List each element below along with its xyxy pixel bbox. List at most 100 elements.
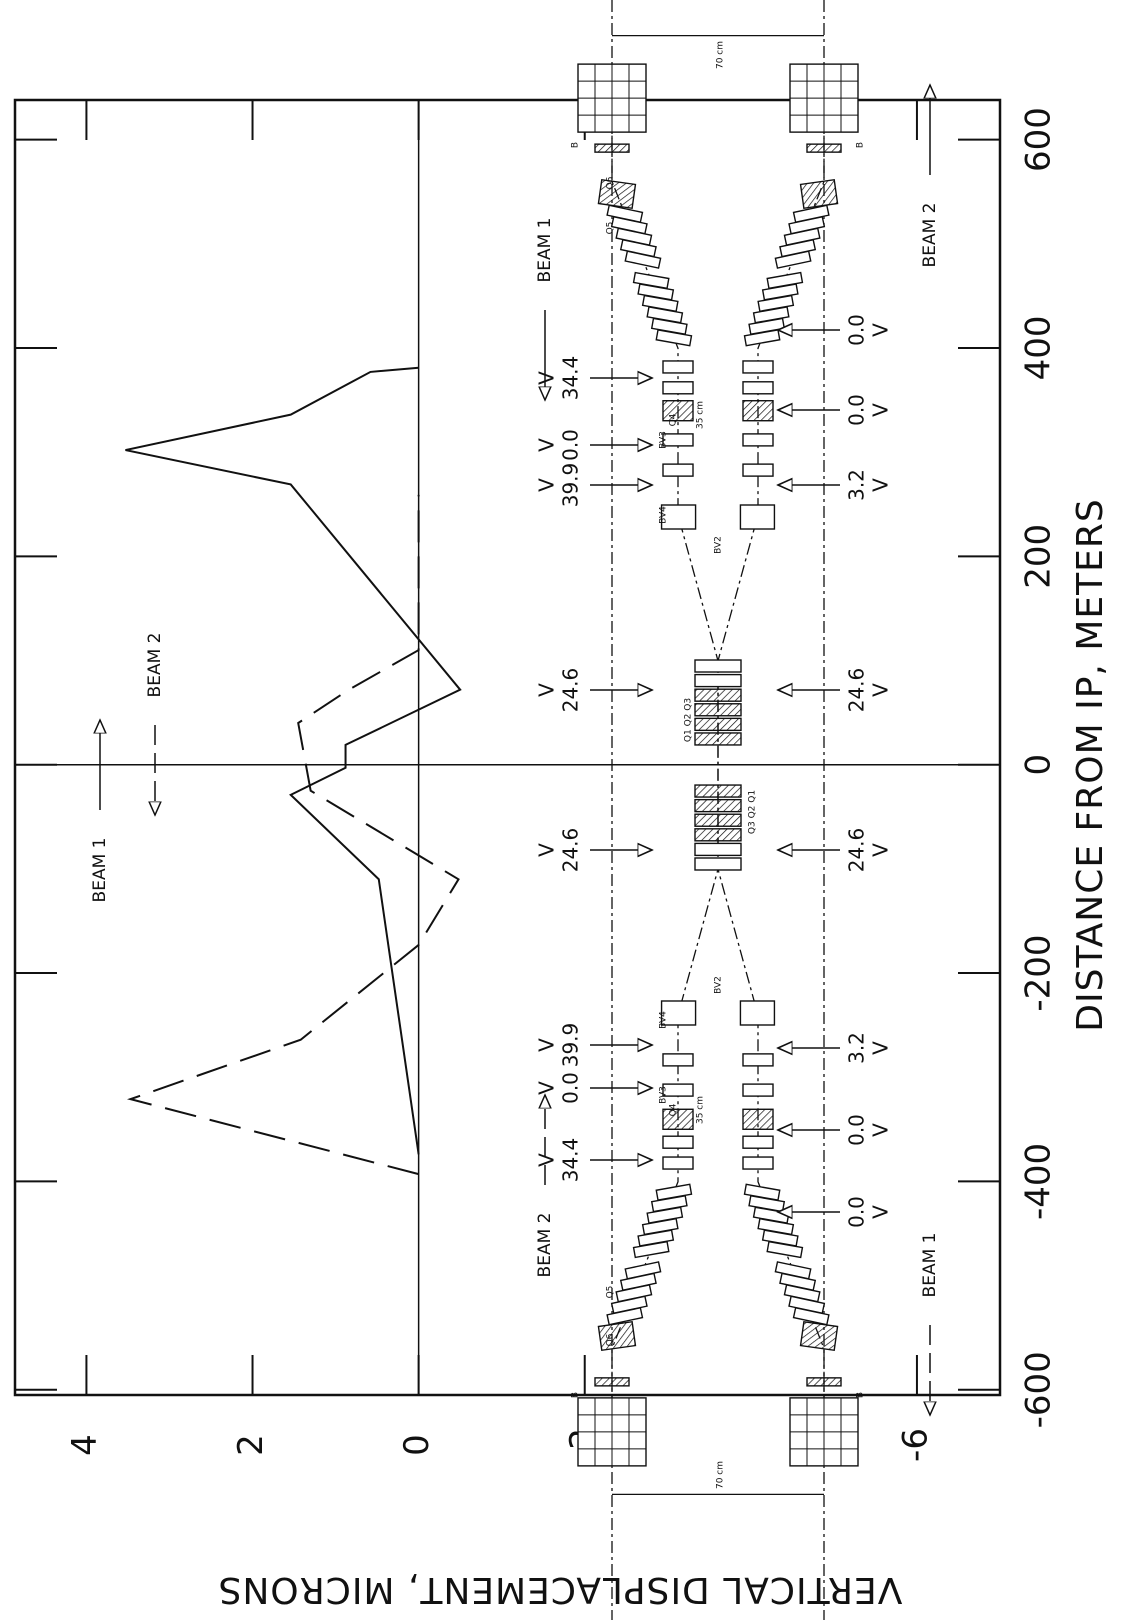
y-tick-label: -6 xyxy=(895,1428,935,1462)
value-label: 0.0 xyxy=(845,314,869,346)
magnet-label: 70 cm xyxy=(716,41,726,69)
magnet-label: BV2 xyxy=(714,536,724,554)
magnet xyxy=(742,1083,774,1097)
magnet xyxy=(799,178,839,210)
magnet xyxy=(594,143,630,153)
value-label: V xyxy=(869,843,893,857)
magnet xyxy=(799,1320,839,1352)
magnet xyxy=(806,143,842,153)
magnet-label: BV3 xyxy=(659,1086,669,1104)
value-label: V xyxy=(869,1123,893,1137)
magnet-label: 35 cm xyxy=(696,401,706,429)
x-tick-label: 200 xyxy=(1019,524,1059,589)
magnet xyxy=(694,673,742,688)
magnet xyxy=(694,659,742,673)
magnet-label: Q6 xyxy=(606,1333,616,1346)
value-label: 24.6 xyxy=(845,668,869,713)
magnet xyxy=(742,360,774,374)
magnet xyxy=(660,1000,697,1026)
value-label: 34.4 xyxy=(559,356,583,401)
magnet xyxy=(739,504,776,530)
value-label: 34.4 xyxy=(559,1138,583,1183)
magnet-label: B xyxy=(571,142,581,148)
value-label: V xyxy=(535,683,559,697)
value-label: V xyxy=(535,1081,559,1095)
magnet xyxy=(766,1240,804,1259)
beam-label: BEAM 1 xyxy=(90,838,110,903)
magnet xyxy=(662,400,694,422)
value-label: V xyxy=(535,438,559,452)
y-axis-title: VERTICAL DISPLACEMENT, MICRONS xyxy=(218,1569,903,1610)
x-tick-label: 400 xyxy=(1019,316,1059,381)
magnet xyxy=(694,688,742,702)
magnet xyxy=(742,1108,774,1130)
value-label: 0.0 xyxy=(845,1196,869,1228)
value-label: 3.2 xyxy=(845,1032,869,1064)
x-tick-label: 0 xyxy=(1019,754,1059,776)
magnet xyxy=(792,204,830,224)
value-label: 39.9 xyxy=(559,463,583,508)
magnet xyxy=(742,1135,774,1149)
magnet xyxy=(597,178,637,210)
magnet xyxy=(742,1156,774,1170)
value-label: 24.6 xyxy=(559,668,583,713)
magnet xyxy=(694,732,742,746)
magnet-label: Q5 xyxy=(606,1286,616,1299)
value-label: V xyxy=(869,683,893,697)
magnet-label: 70 cm xyxy=(716,1461,726,1489)
magnet xyxy=(660,504,697,530)
magnet-label: Q1 Q2 Q3 xyxy=(684,698,694,742)
magnet xyxy=(662,1156,694,1170)
magnet xyxy=(606,1306,644,1326)
magnet xyxy=(662,1135,694,1149)
magnet-label: BV2 xyxy=(714,976,724,994)
y-tick-label: 0 xyxy=(397,1434,437,1456)
magnet xyxy=(662,463,694,477)
magnet-label: B xyxy=(856,142,866,148)
magnet xyxy=(632,1240,670,1259)
magnet xyxy=(742,381,774,395)
magnet xyxy=(662,1053,694,1067)
x-tick-label: 600 xyxy=(1019,107,1059,172)
value-label: V xyxy=(535,843,559,857)
value-label: 0.0 xyxy=(559,429,583,461)
value-label: V xyxy=(535,1038,559,1052)
value-label: 0.0 xyxy=(845,394,869,426)
beam-label: BEAM 2 xyxy=(535,1213,555,1278)
magnet xyxy=(694,784,742,798)
value-label: 0.0 xyxy=(559,1072,583,1104)
magnet xyxy=(662,360,694,374)
value-label: V xyxy=(869,1041,893,1055)
plot-frame xyxy=(13,98,1002,1397)
magnet xyxy=(806,1377,842,1387)
value-label: 24.6 xyxy=(559,828,583,873)
magnet xyxy=(694,857,742,871)
magnet xyxy=(694,828,742,842)
magnet xyxy=(694,842,742,857)
magnet xyxy=(694,703,742,717)
magnet xyxy=(742,400,774,422)
magnet-label: B xyxy=(856,1392,866,1398)
magnet xyxy=(742,433,774,447)
value-label: V xyxy=(869,403,893,417)
value-label: V xyxy=(535,1153,559,1167)
magnet xyxy=(694,717,742,732)
curve xyxy=(125,366,462,1155)
magnet xyxy=(597,1320,637,1352)
magnet xyxy=(792,1306,830,1326)
value-label: 0.0 xyxy=(845,1114,869,1146)
magnet-label: Q4 xyxy=(669,413,679,426)
beam-label: BEAM 1 xyxy=(535,218,555,283)
beam-label: BEAM 2 xyxy=(145,633,165,698)
value-label: V xyxy=(869,1205,893,1219)
magnet-label: BV4 xyxy=(659,1011,669,1029)
magnet-label: B xyxy=(571,1392,581,1398)
magnet xyxy=(594,1377,630,1387)
magnet-label: BV4 xyxy=(659,506,669,524)
magnet-label: Q5 xyxy=(606,222,616,235)
magnet xyxy=(742,1053,774,1067)
magnet xyxy=(694,798,742,813)
magnet xyxy=(739,1000,776,1026)
x-tick-label: -200 xyxy=(1019,934,1059,1011)
